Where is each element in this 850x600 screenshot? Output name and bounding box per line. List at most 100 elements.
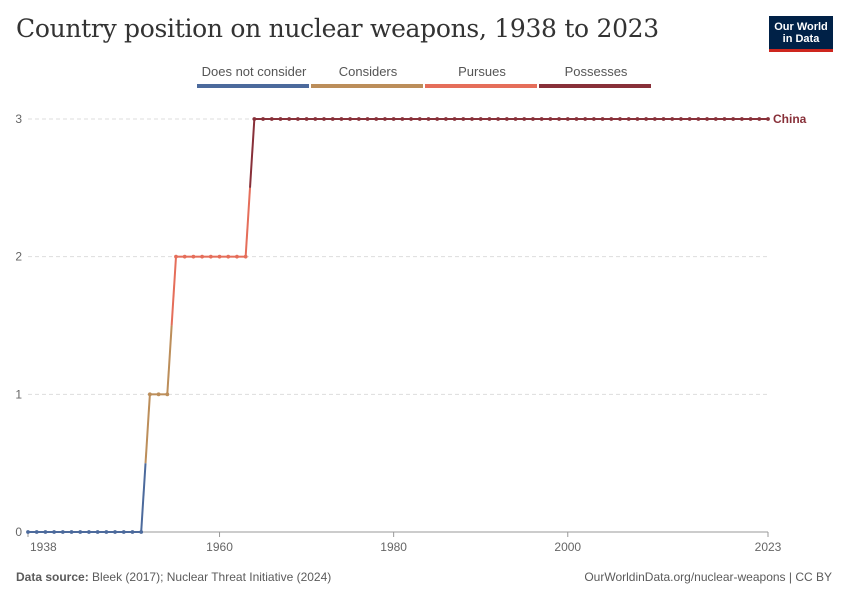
- data-point: [409, 117, 413, 121]
- data-point: [705, 117, 709, 121]
- data-point: [635, 117, 640, 121]
- data-source-text: Bleek (2017); Nuclear Threat Initiative …: [92, 570, 332, 584]
- data-point: [287, 117, 292, 121]
- data-point: [139, 530, 144, 534]
- data-point: [252, 117, 257, 121]
- legend-swatch: [311, 84, 423, 88]
- data-point: [60, 530, 65, 534]
- data-point: [52, 530, 57, 534]
- data-point: [539, 117, 544, 121]
- legend-label: Considers: [338, 64, 398, 79]
- data-point: [679, 117, 683, 121]
- data-point: [121, 530, 126, 534]
- data-point: [609, 117, 614, 121]
- data-point: [574, 117, 579, 121]
- x-tick-label: 1960: [206, 540, 233, 554]
- x-tick-label: 1980: [380, 540, 407, 554]
- owid-logo[interactable]: Our World in Data: [769, 16, 833, 52]
- logo-line-2: in Data: [782, 32, 820, 45]
- data-point: [426, 117, 431, 121]
- data-point: [269, 117, 274, 121]
- series-segment: [244, 187, 251, 257]
- x-tick-label: 2000: [554, 540, 581, 554]
- y-tick-label: 3: [15, 112, 22, 126]
- series-segment: [166, 325, 173, 395]
- data-point: [731, 117, 736, 121]
- data-point: [191, 254, 196, 259]
- data-point: [461, 117, 466, 121]
- data-point: [591, 117, 596, 121]
- data-point: [452, 117, 457, 121]
- data-point: [34, 530, 39, 534]
- data-source-label: Data source:: [16, 570, 89, 584]
- data-point: [295, 117, 300, 121]
- data-point: [278, 117, 283, 121]
- x-tick-label: 1938: [30, 540, 57, 554]
- data-point: [339, 117, 344, 121]
- legend-item-considers[interactable]: Considers: [311, 64, 425, 88]
- data-point: [104, 530, 109, 534]
- data-point: [174, 254, 178, 259]
- data-point: [165, 392, 170, 397]
- legend-swatch: [197, 84, 309, 88]
- data-point: [739, 117, 744, 121]
- data-point: [261, 117, 265, 121]
- y-tick-label: 2: [15, 250, 22, 264]
- data-point: [626, 117, 631, 121]
- series-segment: [170, 256, 177, 326]
- data-point: [496, 117, 501, 121]
- data-point: [470, 117, 474, 121]
- data-point: [513, 117, 518, 121]
- data-point: [147, 392, 152, 397]
- data-point: [583, 117, 588, 121]
- data-point: [69, 530, 74, 534]
- data-point: [87, 530, 91, 534]
- legend-item-pursues[interactable]: Pursues: [425, 64, 539, 88]
- series-segment: [144, 394, 151, 464]
- legend-label: Does not consider: [201, 64, 307, 79]
- data-point: [443, 117, 448, 121]
- data-point: [748, 117, 753, 121]
- data-point: [652, 117, 657, 121]
- data-point: [200, 254, 205, 259]
- data-point: [696, 117, 701, 121]
- data-point: [478, 117, 483, 121]
- series-segment: [249, 118, 256, 188]
- data-point: [618, 117, 622, 121]
- legend-label: Pursues: [458, 64, 506, 79]
- license-link[interactable]: OurWorldinData.org/nuclear-weapons | CC …: [584, 570, 832, 584]
- data-point: [78, 530, 83, 534]
- data-point: [330, 117, 335, 121]
- data-point: [713, 117, 718, 121]
- data-point: [156, 392, 161, 397]
- data-point: [130, 530, 135, 534]
- legend-item-possesses[interactable]: Possesses: [539, 64, 653, 88]
- y-tick-label: 1: [15, 387, 22, 401]
- data-point: [43, 530, 48, 534]
- data-point: [661, 117, 666, 121]
- data-point: [487, 117, 492, 121]
- series-label-china: China: [773, 112, 807, 126]
- data-point: [113, 530, 117, 534]
- legend-item-does-not-consider[interactable]: Does not consider: [197, 64, 311, 88]
- data-point: [208, 254, 213, 259]
- x-tick-label: 2023: [755, 540, 782, 554]
- data-point: [217, 254, 222, 259]
- legend-swatch: [425, 84, 537, 88]
- data-point: [504, 117, 509, 121]
- data-point: [304, 117, 309, 121]
- data-point: [548, 117, 553, 121]
- data-point: [644, 117, 649, 121]
- data-point: [757, 117, 762, 121]
- data-point: [531, 117, 535, 121]
- data-point: [26, 530, 30, 534]
- legend: Does not consider Considers Pursues Poss…: [197, 64, 653, 88]
- data-point: [374, 117, 379, 121]
- data-point: [565, 117, 570, 121]
- data-point: [356, 117, 361, 121]
- data-point: [391, 117, 396, 121]
- data-point: [435, 117, 440, 121]
- data-point: [400, 117, 405, 121]
- data-source: Data source: Bleek (2017); Nuclear Threa…: [16, 570, 331, 584]
